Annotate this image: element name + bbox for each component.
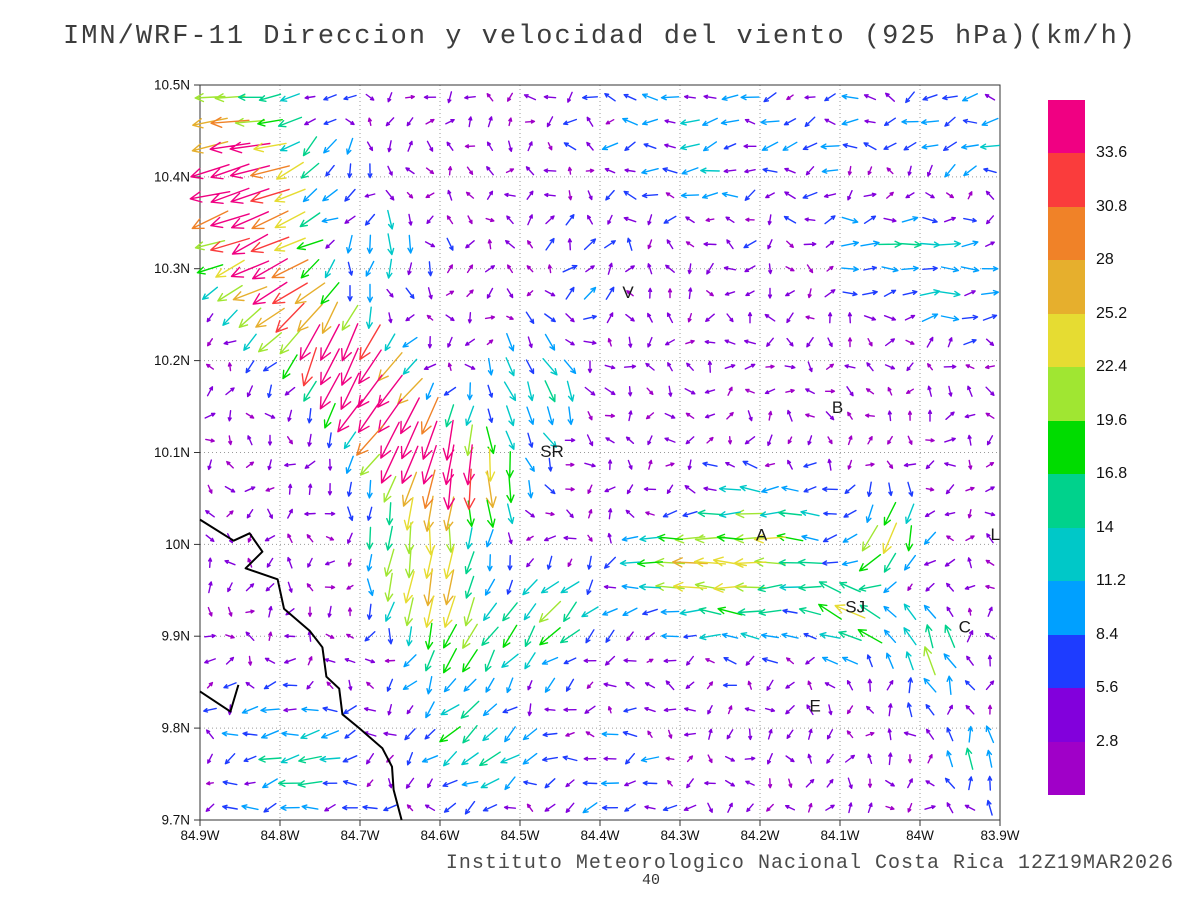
x-tick-label: 84.4W (580, 828, 619, 843)
x-tick-label: 84.1W (820, 828, 859, 843)
x-tick-label: 84.9W (180, 828, 219, 843)
y-tick-label: 10.1N (154, 445, 190, 460)
y-tick-label: 10.5N (154, 78, 190, 93)
station-label: L (990, 525, 999, 544)
y-tick-label: 10.3N (154, 261, 190, 276)
station-label: C (959, 618, 971, 637)
station-label: A (756, 526, 768, 545)
station-label: B (832, 398, 843, 417)
axis-labels: 84.9W 84.8W 84.7W 84.6W 84.5W 84.4W 84.3W 84.2W… (154, 78, 1020, 844)
station-label: E (810, 697, 821, 716)
station-label: SR (540, 442, 564, 461)
y-tick-label: 10.2N (154, 353, 190, 368)
x-tick-label: 84W (906, 828, 934, 843)
station-label: SJ (845, 597, 865, 616)
x-tick-label: 84.6W (420, 828, 459, 843)
station-label: V (622, 283, 634, 302)
grid-lines (199, 84, 1001, 821)
coastline (199, 518, 403, 821)
footer-text: Instituto Meteorologico Nacional Costa R… (445, 852, 1174, 875)
chart-title: IMN/WRF-11 Direccion y velocidad del vie… (63, 22, 1137, 52)
x-tick-label: 84.7W (340, 828, 379, 843)
x-tick-label: 84.2W (740, 828, 779, 843)
y-tick-label: 9.8N (161, 721, 190, 736)
x-tick-label: 83.9W (980, 828, 1019, 843)
station-labels: V B SR A SJ C E L (540, 283, 1000, 715)
wind-arrows (189, 91, 1000, 816)
y-tick-label: 10N (165, 537, 190, 552)
y-tick-label: 10.4N (154, 169, 190, 184)
y-tick-label: 9.9N (161, 629, 190, 644)
forecast-hour-label: 40 (642, 872, 661, 889)
x-tick-label: 84.5W (500, 828, 539, 843)
y-tick-label: 9.7N (161, 813, 190, 828)
x-tick-label: 84.3W (660, 828, 699, 843)
x-tick-label: 84.8W (260, 828, 299, 843)
